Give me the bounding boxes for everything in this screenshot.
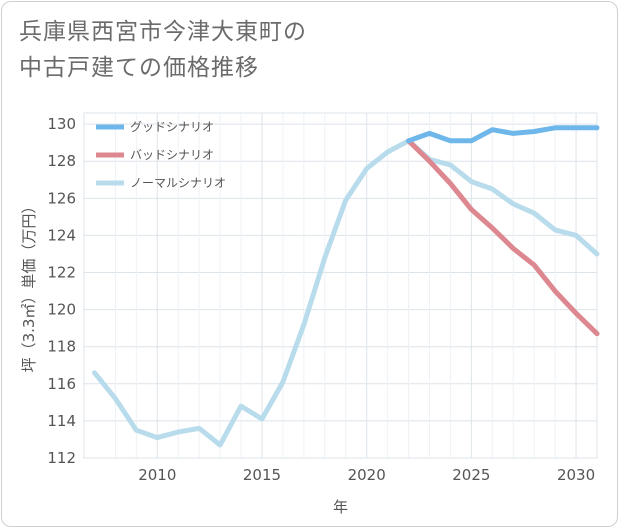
x-tick-label: 2025 (452, 466, 490, 484)
legend-label-2: ノーマルシナリオ (130, 176, 226, 190)
y-tick-label: 120 (47, 301, 76, 319)
y-axis-label: 坪（3.3㎡）単価（万円） (20, 199, 38, 373)
tick-labels: 112 114 116 118 120 122 124 126 128 130 2010 2015 20… (47, 115, 595, 484)
series-line-2 (92, 138, 600, 448)
chart-title-line-1: 兵庫県西宮市今津大東町の (19, 19, 307, 45)
legend-label-0: グッドシナリオ (130, 120, 214, 134)
series-line-0 (406, 125, 600, 144)
x-tick-label: 2015 (243, 466, 281, 484)
legend-label-1: バッドシナリオ (130, 148, 214, 162)
series-line-1 (406, 138, 600, 337)
plot-area (83, 112, 598, 459)
x-tick-label: 2020 (348, 466, 386, 484)
y-tick-label: 126 (47, 189, 76, 207)
chart-title: 兵庫県西宮市今津大東町の 中古戸建ての価格推移 (19, 14, 439, 86)
series-lines (92, 125, 600, 448)
grid (83, 112, 598, 459)
y-tick-label: 112 (47, 449, 76, 467)
x-axis-label: 年 (333, 498, 348, 516)
y-tick-label: 116 (47, 375, 76, 393)
y-tick-label: 124 (47, 226, 76, 244)
y-tick-label: 118 (47, 338, 76, 356)
x-tick-label: 2030 (557, 466, 595, 484)
x-tick-label: 2010 (138, 466, 176, 484)
chart-title-line-2: 中古戸建ての価格推移 (19, 55, 259, 81)
y-tick-label: 114 (47, 412, 76, 430)
y-tick-label: 128 (47, 152, 76, 170)
y-tick-label: 130 (47, 115, 76, 133)
y-tick-label: 122 (47, 264, 76, 282)
